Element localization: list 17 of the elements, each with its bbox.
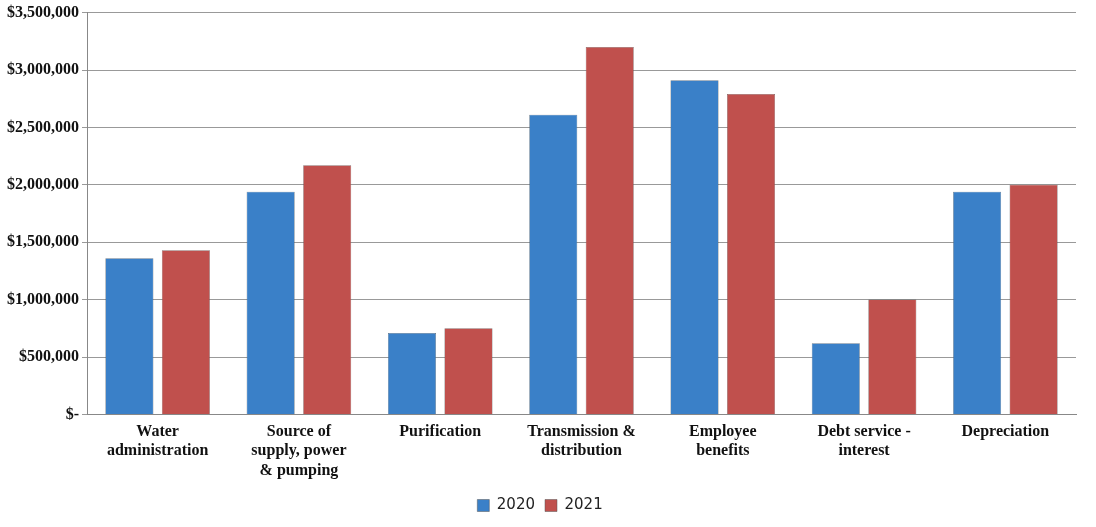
x-tick-label: Depreciation: [961, 422, 1050, 441]
y-tick-label: $1,000,000: [7, 289, 79, 307]
x-tick-label: Source of supply, power & pumping: [251, 422, 347, 479]
x-tick-label: Employee benefits: [689, 422, 757, 459]
y-tick-label: $-: [65, 404, 79, 422]
x-tick-label: Transmission & distribution: [527, 422, 636, 459]
x-tick-label: Water administration: [106, 422, 209, 459]
y-tick-label: $1,500,000: [7, 232, 79, 250]
y-tick-label: $3,000,000: [7, 60, 79, 78]
y-tick-label: $2,000,000: [7, 174, 79, 192]
y-tick-label: $3,500,000: [7, 2, 79, 20]
legend-label: 2020: [496, 495, 536, 514]
legend-label: 2021: [564, 495, 603, 514]
x-tick-label: Debt service - interest: [817, 422, 911, 459]
x-tick-label: Purification: [399, 422, 482, 440]
y-tick-label: $2,500,000: [7, 117, 79, 135]
y-tick-label: $500,000: [19, 347, 79, 365]
